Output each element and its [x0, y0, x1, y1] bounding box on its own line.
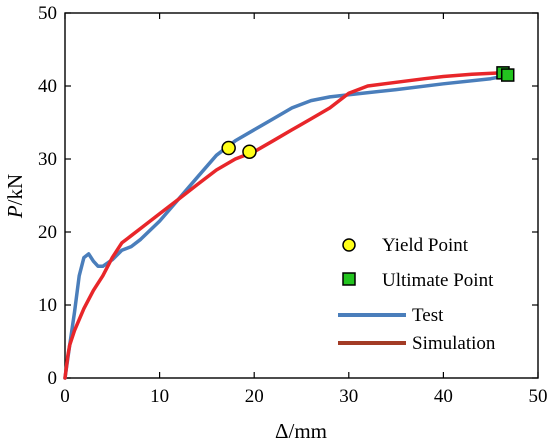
- x-tick-label: 30: [339, 386, 358, 407]
- legend-label-simulation: Simulation: [412, 333, 496, 354]
- series-line-test: [63, 73, 512, 380]
- y-tick-label: 0: [48, 368, 58, 389]
- legend-label-yield: Yield Point: [382, 235, 469, 256]
- plot-frame: [64, 12, 539, 379]
- x-tick-label: 10: [150, 386, 169, 407]
- y-tick-label: 10: [38, 295, 57, 316]
- axis-ticks: [64, 12, 539, 379]
- y-axis-symbol: P: [3, 205, 27, 219]
- x-axis-title: Δ/mm: [275, 419, 327, 443]
- points-layer: [221, 66, 515, 159]
- yield-point-marker: [242, 144, 257, 159]
- y-tick-label: 20: [38, 222, 57, 243]
- x-tick-label: 40: [434, 386, 453, 407]
- series-layer: [63, 71, 512, 380]
- legend-ultimate-marker: [342, 272, 356, 286]
- x-tick-label: 20: [245, 386, 264, 407]
- legend-label-test: Test: [412, 305, 444, 326]
- legend-yield-marker: [342, 238, 356, 252]
- y-tick-label: 40: [38, 76, 57, 97]
- ultimate-point-marker: [500, 68, 515, 82]
- y-tick-label: 30: [38, 149, 57, 170]
- yield-point-marker: [221, 140, 236, 156]
- legend: Yield Point Ultimate Point Test Simulati…: [338, 235, 496, 354]
- y-axis-unit: /kN: [3, 174, 27, 206]
- y-axis-title: P/kN: [3, 174, 27, 219]
- legend-label-ultimate: Ultimate Point: [382, 270, 494, 291]
- x-tick-label: 0: [60, 386, 70, 407]
- y-tick-label: 50: [38, 3, 57, 24]
- x-tick-label: 50: [529, 386, 548, 407]
- tick-labels: 0 10 20 30 40 50 0 10 20 30 40 50: [38, 3, 548, 407]
- series-line-simulation: [63, 71, 512, 380]
